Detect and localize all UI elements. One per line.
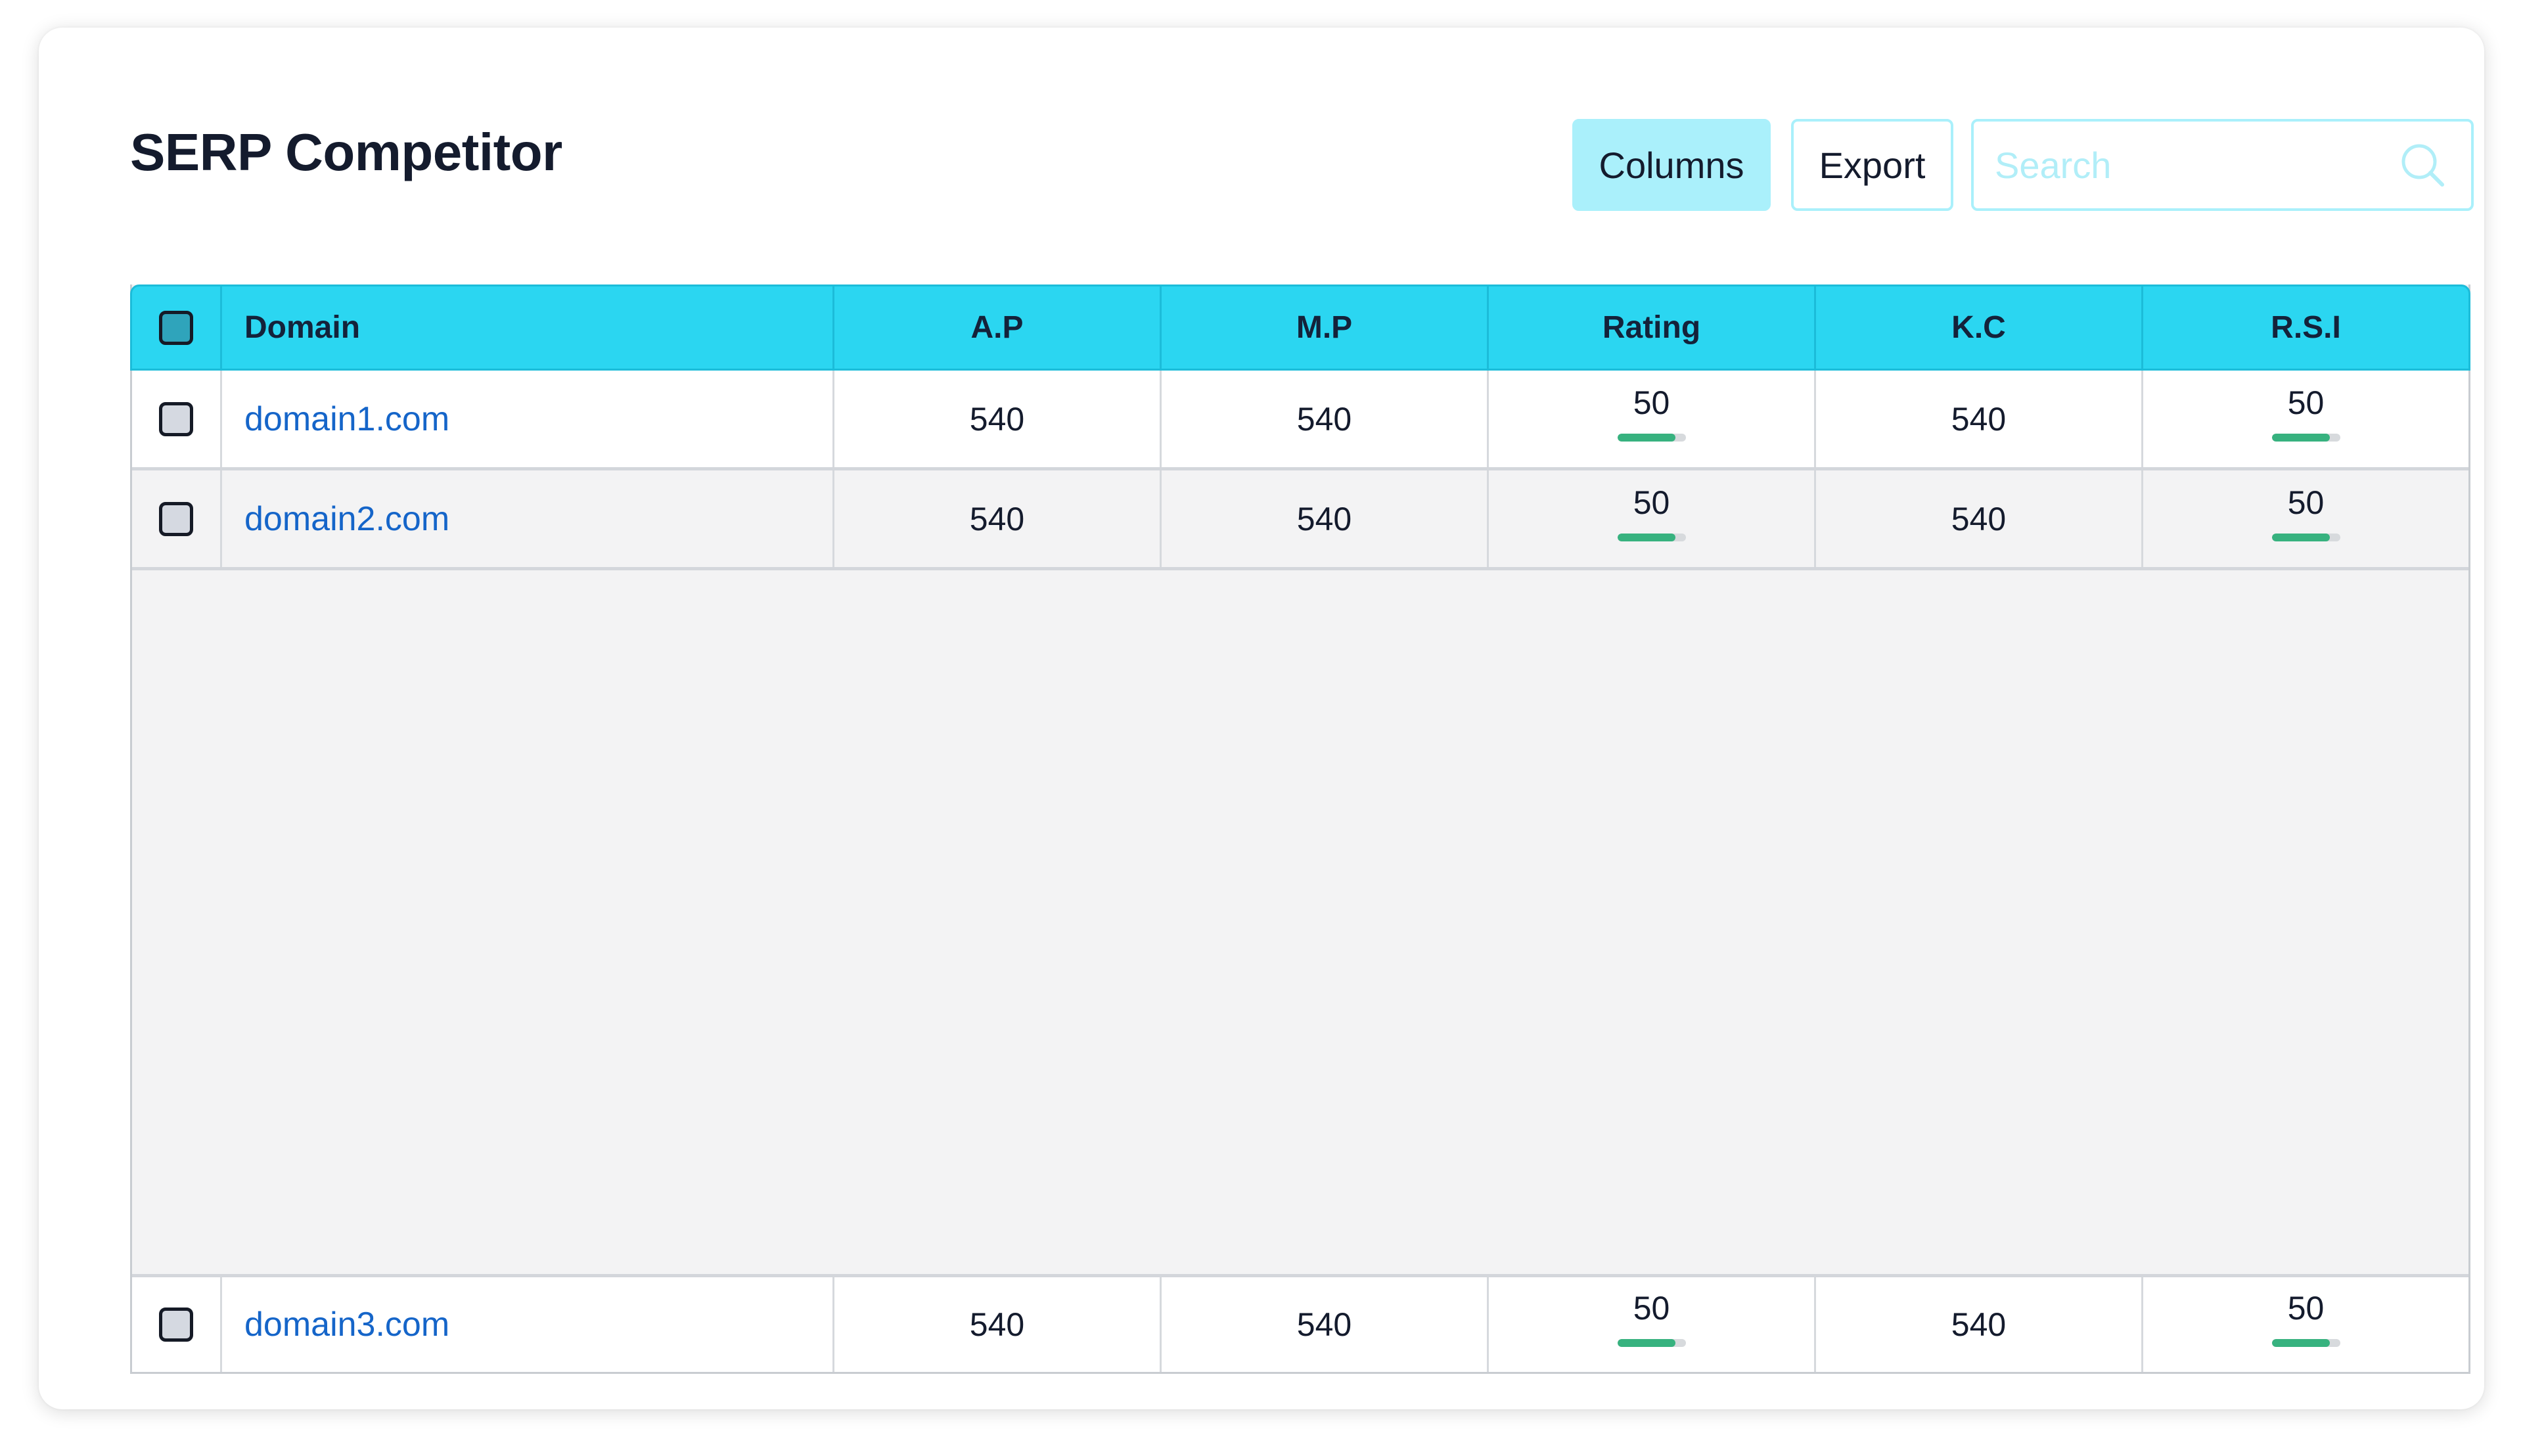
domain-cell: domain2.com — [222, 470, 834, 567]
rsi-meter-fill — [2271, 433, 2330, 442]
mp-cell: 540 — [1162, 371, 1489, 467]
rating-meter-fill — [1617, 1339, 1675, 1347]
rsi-value: 50 — [2287, 1290, 2325, 1327]
mp-cell: 540 — [1162, 470, 1489, 567]
search-input[interactable] — [1995, 122, 2389, 208]
kc-cell: 540 — [1816, 470, 2143, 567]
rating-cell: 50 — [1489, 470, 1816, 567]
page-title: SERP Competitor — [130, 123, 562, 181]
kc-cell: 540 — [1816, 371, 2143, 467]
competitor-table: Domain A.P M.P Rating K.C R.S.I domain1.… — [130, 284, 2470, 1374]
ap-cell: 540 — [834, 1277, 1162, 1372]
rating-meter-fill — [1617, 533, 1675, 541]
column-header-mp[interactable]: M.P — [1162, 286, 1489, 369]
rsi-meter — [2271, 1339, 2340, 1347]
rating-cell: 50 — [1489, 371, 1816, 467]
ap-cell: 540 — [834, 470, 1162, 567]
row-checkbox-cell — [132, 1277, 222, 1372]
rating-meter-fill — [1617, 433, 1675, 442]
domain-link[interactable]: domain2.com — [244, 499, 450, 538]
rsi-value: 50 — [2287, 384, 2325, 421]
search-icon[interactable] — [2399, 141, 2446, 189]
table-header: Domain A.P M.P Rating K.C R.S.I — [130, 284, 2470, 371]
rating-value: 50 — [1633, 384, 1670, 421]
rsi-value: 50 — [2287, 484, 2325, 521]
table-row: domain1.com 540 540 50 540 50 — [132, 371, 2468, 470]
domain-link[interactable]: domain3.com — [244, 1306, 450, 1344]
domain-cell: domain1.com — [222, 371, 834, 467]
column-header-rsi[interactable]: R.S.I — [2271, 310, 2341, 345]
serp-competitor-card: SERP Competitor Columns Export Domain A.… — [39, 28, 2484, 1409]
rsi-meter — [2271, 533, 2340, 541]
select-all-checkbox[interactable] — [159, 310, 193, 345]
rsi-cell: 50 — [2143, 371, 2468, 467]
row-checkbox-cell — [132, 371, 222, 467]
column-header-kc[interactable]: K.C — [1816, 286, 2143, 369]
domain-link[interactable]: domain1.com — [244, 399, 450, 438]
row-checkbox-cell — [132, 470, 222, 567]
rating-meter — [1617, 433, 1686, 442]
row-checkbox[interactable] — [159, 501, 193, 536]
rsi-cell: 50 — [2143, 1277, 2468, 1372]
domain-cell: domain3.com — [222, 1277, 834, 1372]
rating-meter — [1617, 533, 1686, 541]
rsi-meter-fill — [2271, 533, 2330, 541]
search-box — [1971, 119, 2474, 211]
column-header-domain[interactable]: Domain — [222, 286, 834, 369]
rating-meter — [1617, 1339, 1686, 1347]
mp-cell: 540 — [1162, 1277, 1489, 1372]
table-row: domain2.com 540 540 50 540 50 — [132, 470, 2468, 570]
columns-button[interactable]: Columns — [1572, 119, 1771, 211]
rsi-meter-fill — [2271, 1339, 2330, 1347]
rating-value: 50 — [1633, 1290, 1670, 1327]
ap-cell: 540 — [834, 371, 1162, 467]
rsi-cell: 50 — [2143, 470, 2468, 567]
rating-value: 50 — [1633, 484, 1670, 521]
header-checkbox-cell — [132, 286, 222, 369]
row-checkbox[interactable] — [159, 1308, 193, 1342]
rating-cell: 50 — [1489, 1277, 1816, 1372]
export-button[interactable]: Export — [1791, 119, 1953, 211]
rsi-meter — [2271, 433, 2340, 442]
kc-cell: 540 — [1816, 1277, 2143, 1372]
column-header-ap[interactable]: A.P — [834, 286, 1162, 369]
row-checkbox[interactable] — [159, 401, 193, 436]
column-header-rating[interactable]: Rating — [1489, 286, 1816, 369]
table-row: domain3.com 540 540 50 540 50 — [132, 1274, 2468, 1372]
